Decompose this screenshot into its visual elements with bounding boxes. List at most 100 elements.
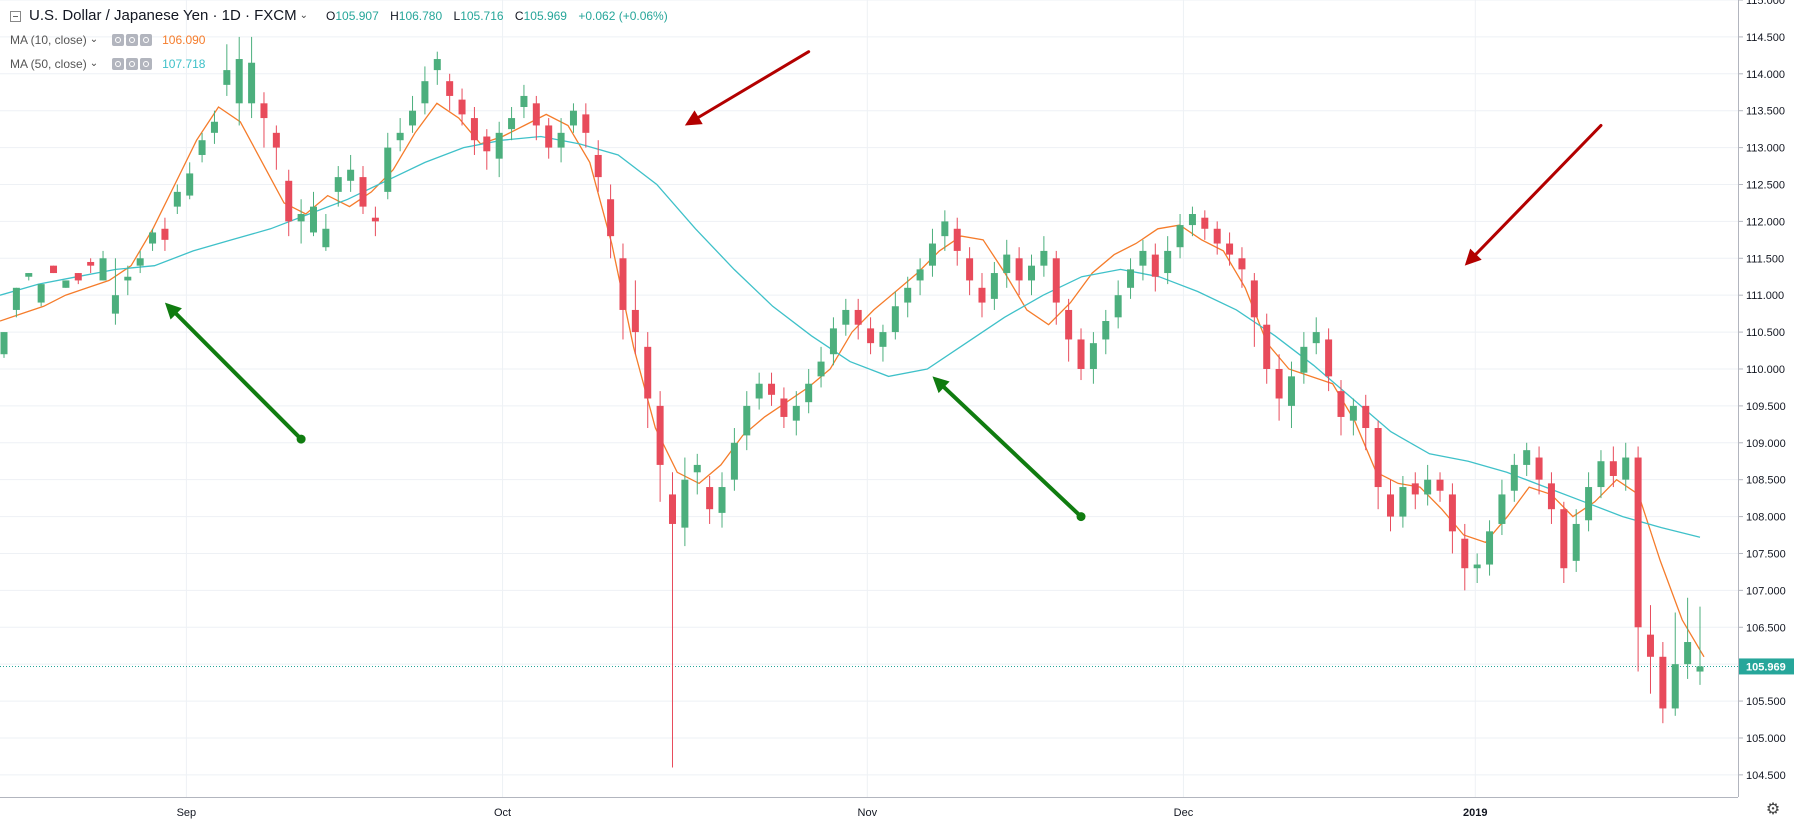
- candle-body: [1498, 494, 1506, 524]
- chart-grid: [0, 0, 1738, 797]
- annotation-arrows: [164, 50, 1603, 522]
- chevron-down-icon[interactable]: ⌄: [89, 34, 99, 45]
- candle-body: [1188, 214, 1196, 226]
- candle-body: [1387, 494, 1395, 517]
- candle-body: [1436, 479, 1444, 491]
- candle-body: [421, 81, 429, 104]
- settings-icon[interactable]: [126, 58, 139, 70]
- candle-body: [594, 154, 602, 178]
- candle-body: [879, 332, 887, 347]
- candle-body: [644, 346, 652, 399]
- price-axis[interactable]: 104.500105.000105.500106.000106.500107.0…: [1738, 0, 1794, 823]
- candle-body: [1040, 250, 1048, 266]
- candle-body: [1300, 346, 1308, 373]
- y-tick-label: 111.500: [1746, 253, 1784, 265]
- candle-body: [1510, 464, 1518, 491]
- candle-body: [210, 121, 218, 133]
- candle-body: [1646, 634, 1654, 657]
- chevron-down-icon[interactable]: ⌄: [299, 10, 309, 21]
- arrow-head: [932, 376, 950, 394]
- candle-body: [990, 273, 998, 299]
- candle-body: [285, 180, 293, 222]
- candle-body: [619, 258, 627, 310]
- candle-body: [718, 487, 726, 513]
- candle-body: [334, 177, 342, 192]
- indicator-controls[interactable]: [112, 34, 153, 46]
- candle-body: [1609, 461, 1617, 476]
- candle-body: [1461, 538, 1469, 569]
- candle-body: [186, 173, 194, 196]
- symbol-title[interactable]: U.S. Dollar / Japanese Yen · 1D · FXCM: [29, 7, 297, 24]
- y-tick-label: 104.500: [1746, 770, 1786, 782]
- candle-body: [520, 95, 528, 108]
- candle-body: [0, 332, 8, 355]
- arrow-tail-dot: [1076, 512, 1086, 522]
- remove-icon[interactable]: [140, 34, 153, 46]
- gear-icon[interactable]: ⚙: [1765, 801, 1781, 818]
- candle-body: [1473, 564, 1481, 569]
- y-tick-label: 115.000: [1746, 0, 1785, 7]
- y-tick-label: 108.000: [1746, 512, 1786, 524]
- candle-body: [124, 276, 132, 281]
- candle-body: [1312, 332, 1320, 344]
- candle-body: [1287, 376, 1295, 406]
- x-tick-label: Oct: [494, 807, 511, 819]
- y-tick-label: 112.000: [1746, 216, 1785, 228]
- candle-body: [1263, 324, 1271, 369]
- candle-body: [161, 228, 169, 240]
- candle-body: [25, 273, 33, 277]
- arrow-shaft: [697, 50, 811, 119]
- arrow-shaft: [1474, 123, 1603, 256]
- y-tick-label: 107.500: [1746, 548, 1786, 560]
- price-axis-bg: [1738, 0, 1794, 823]
- candle-body: [1176, 225, 1184, 248]
- indicator-row-ma10[interactable]: MA (10, close) ⌄ 106.090: [10, 28, 676, 52]
- visibility-icon[interactable]: [112, 34, 125, 46]
- candle-body: [409, 110, 417, 126]
- candle-body: [916, 269, 924, 281]
- open-value: 105.907: [335, 9, 379, 23]
- candle-body: [1127, 269, 1135, 288]
- candle-body: [693, 464, 701, 473]
- x-tick-label: Dec: [1174, 807, 1194, 819]
- settings-icon[interactable]: [126, 34, 139, 46]
- low-value: 105.716: [460, 9, 504, 23]
- collapse-legend-icon[interactable]: [10, 10, 21, 22]
- candle-body: [1201, 217, 1209, 229]
- candle-body: [805, 383, 813, 403]
- time-axis[interactable]: SepOctNovDec2019FebMarAprMayJunJulAug: [0, 797, 1794, 823]
- candle-body: [495, 132, 503, 159]
- symbol-row: U.S. Dollar / Japanese Yen · 1D · FXCM ⌄…: [10, 4, 676, 28]
- indicator-controls[interactable]: [112, 58, 153, 70]
- candle-body: [1486, 531, 1494, 565]
- indicator-row-ma50[interactable]: MA (50, close) ⌄ 107.718: [10, 52, 676, 76]
- candle-body: [607, 199, 615, 237]
- candle-body: [1374, 428, 1382, 488]
- candle-body: [347, 169, 355, 181]
- candle-body: [1659, 656, 1667, 709]
- candle-body: [149, 232, 157, 244]
- candle-body: [854, 309, 862, 325]
- candle-body: [309, 206, 317, 233]
- indicator-label[interactable]: MA (10, close): [10, 33, 87, 47]
- y-tick-label: 105.000: [1746, 733, 1786, 745]
- y-tick-label: 113.000: [1746, 143, 1785, 155]
- candle-body: [1399, 487, 1407, 517]
- y-tick-label: 107.000: [1746, 585, 1786, 597]
- candle-body: [1349, 405, 1357, 421]
- candle-body: [1585, 487, 1593, 521]
- remove-icon[interactable]: [140, 58, 153, 70]
- chevron-down-icon[interactable]: ⌄: [89, 58, 99, 69]
- candle-body: [74, 273, 82, 281]
- indicator-label[interactable]: MA (50, close): [10, 57, 87, 71]
- candle-body: [260, 103, 268, 119]
- candle-body: [136, 258, 144, 266]
- visibility-icon[interactable]: [112, 58, 125, 70]
- candle-body: [928, 243, 936, 266]
- last-price-label: 105.969: [1746, 661, 1786, 673]
- y-tick-label: 110.500: [1746, 327, 1785, 339]
- candle-body: [1003, 254, 1011, 274]
- candle-body: [569, 110, 577, 126]
- candle-body: [904, 287, 912, 303]
